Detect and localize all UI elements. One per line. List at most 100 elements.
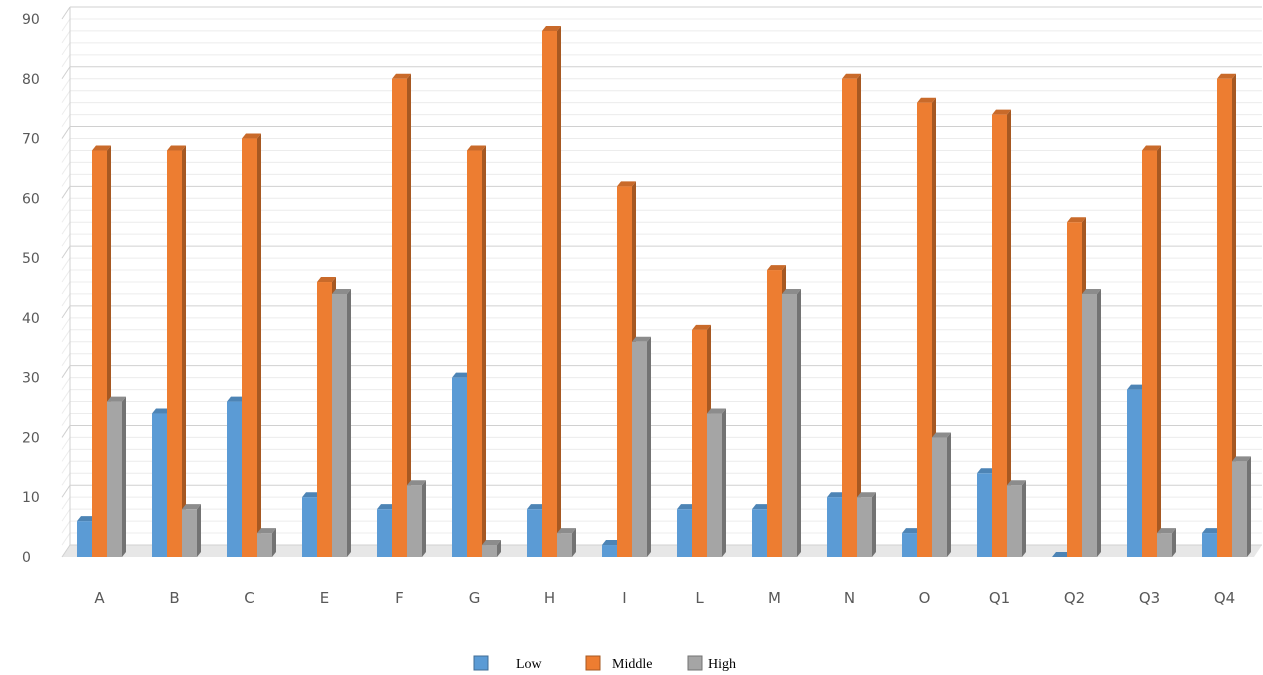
bar-front	[332, 293, 347, 557]
gridline-side	[61, 305, 71, 319]
bar-top	[1142, 145, 1161, 151]
gridline-side	[61, 66, 71, 80]
bar-top	[377, 504, 396, 510]
legend-swatch	[585, 655, 601, 671]
y-tick-label: 0	[22, 550, 31, 566]
bar-front	[1142, 150, 1157, 557]
bars	[77, 25, 1251, 558]
bar-front	[242, 138, 257, 558]
bar-front	[542, 30, 557, 557]
bar-top	[182, 504, 201, 510]
bar-side	[272, 528, 276, 557]
bar-top	[1067, 217, 1086, 223]
x-tick-label: I	[622, 589, 626, 607]
bar-front	[452, 377, 467, 557]
bar-middle-q1	[992, 109, 1011, 558]
gridline-side	[61, 6, 71, 20]
bar-high-i	[632, 336, 651, 557]
bar-top	[992, 109, 1011, 115]
x-tick-label: O	[919, 589, 931, 607]
bar-side	[1172, 528, 1176, 557]
bar-top	[602, 540, 621, 546]
legend-item-low: Low	[473, 655, 543, 672]
bar-top	[617, 181, 636, 187]
bar-middle-b	[167, 145, 186, 557]
bar-side	[572, 528, 576, 557]
gridline-side	[61, 102, 71, 115]
bar-front	[107, 401, 122, 557]
bar-side	[1022, 480, 1026, 557]
legend: Low Middle High	[473, 655, 736, 672]
bar-high-m	[782, 288, 801, 557]
bar-middle-h	[542, 25, 561, 557]
bar-high-n	[857, 492, 876, 557]
gridline-side	[61, 377, 71, 390]
bar-top	[1127, 384, 1146, 390]
bar-front	[977, 473, 992, 557]
x-tick-label: E	[320, 589, 329, 607]
gridline-side	[61, 329, 71, 343]
bar-top	[557, 528, 576, 534]
bar-high-a	[107, 396, 126, 557]
y-tick-label: 90	[22, 12, 40, 28]
gridline-side	[61, 162, 71, 175]
bar-high-o	[932, 432, 951, 557]
gridline-side	[61, 425, 71, 438]
x-tick-label: Q2	[1064, 589, 1085, 607]
bar-front	[167, 150, 182, 557]
bar-front	[1067, 222, 1082, 557]
gridline-side	[61, 401, 71, 414]
gridline-side	[61, 461, 71, 474]
gridline-side	[61, 269, 71, 283]
gridline-side	[61, 341, 71, 355]
legend-label: Middle	[612, 657, 652, 672]
bar-top	[1052, 552, 1071, 557]
bar-top	[857, 492, 876, 498]
bar-top	[152, 408, 171, 414]
bar-middle-q3	[1142, 145, 1161, 557]
bar-top	[527, 504, 546, 510]
bar-front	[227, 401, 242, 557]
bar-side	[257, 133, 261, 558]
bar-front	[632, 341, 647, 557]
bar-top	[482, 540, 501, 546]
bar-top	[542, 25, 561, 31]
bar-side	[797, 288, 801, 557]
x-tick-label: G	[469, 589, 481, 607]
bar-top	[632, 336, 651, 342]
bar-high-b	[182, 504, 201, 557]
bar-side	[497, 540, 501, 557]
x-tick-label: N	[844, 589, 855, 607]
gridline-side	[61, 209, 71, 223]
bar-front	[377, 509, 392, 557]
x-tick-label: A	[94, 589, 105, 607]
bar-front	[1007, 485, 1022, 557]
y-axis: 0 10 20 30 40 50 60 70 80 90	[22, 12, 40, 566]
gridline-side	[61, 532, 71, 546]
gridline-side	[61, 317, 71, 331]
bar-top	[707, 408, 726, 414]
bar-front	[317, 282, 332, 557]
bar-front	[707, 413, 722, 557]
bar-high-h	[557, 528, 576, 557]
legend-swatch	[473, 655, 489, 671]
gridline-side	[61, 54, 71, 68]
bar-top	[167, 145, 186, 151]
gridline-side	[61, 353, 71, 366]
bar-middle-n	[842, 73, 861, 558]
y-tick-label: 10	[22, 490, 40, 506]
bar-top	[332, 288, 351, 294]
bar-front	[1232, 461, 1247, 557]
bar-top	[917, 97, 936, 103]
bar-front	[257, 533, 272, 557]
bar-high-l	[707, 408, 726, 557]
bar-top	[407, 480, 426, 486]
bar-front	[1127, 389, 1142, 557]
bar-front	[827, 497, 842, 557]
x-tick-label: Q1	[989, 589, 1010, 607]
gridline-side	[61, 126, 71, 139]
bar-front	[857, 497, 872, 557]
bar-top	[1082, 288, 1101, 294]
bar-middle-g	[467, 145, 486, 557]
gridline-side	[61, 30, 71, 44]
